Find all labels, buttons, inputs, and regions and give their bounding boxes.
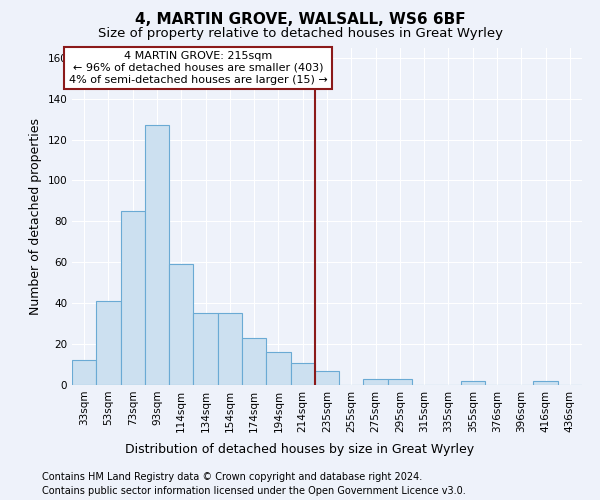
Bar <box>533 381 558 385</box>
Text: Contains HM Land Registry data © Crown copyright and database right 2024.: Contains HM Land Registry data © Crown c… <box>42 472 422 482</box>
Text: 4, MARTIN GROVE, WALSALL, WS6 6BF: 4, MARTIN GROVE, WALSALL, WS6 6BF <box>134 12 466 28</box>
Text: Contains public sector information licensed under the Open Government Licence v3: Contains public sector information licen… <box>42 486 466 496</box>
Text: Distribution of detached houses by size in Great Wyrley: Distribution of detached houses by size … <box>125 442 475 456</box>
Bar <box>169 264 193 385</box>
Text: 4 MARTIN GROVE: 215sqm
← 96% of detached houses are smaller (403)
4% of semi-det: 4 MARTIN GROVE: 215sqm ← 96% of detached… <box>69 52 328 84</box>
Bar <box>388 379 412 385</box>
Bar <box>290 362 315 385</box>
Bar <box>315 370 339 385</box>
Bar <box>364 379 388 385</box>
Bar <box>72 360 96 385</box>
Bar <box>193 314 218 385</box>
Y-axis label: Number of detached properties: Number of detached properties <box>29 118 42 315</box>
Bar <box>461 381 485 385</box>
Bar <box>266 352 290 385</box>
Bar <box>218 314 242 385</box>
Bar <box>145 125 169 385</box>
Bar <box>242 338 266 385</box>
Text: Size of property relative to detached houses in Great Wyrley: Size of property relative to detached ho… <box>97 28 503 40</box>
Bar <box>121 211 145 385</box>
Bar <box>96 301 121 385</box>
